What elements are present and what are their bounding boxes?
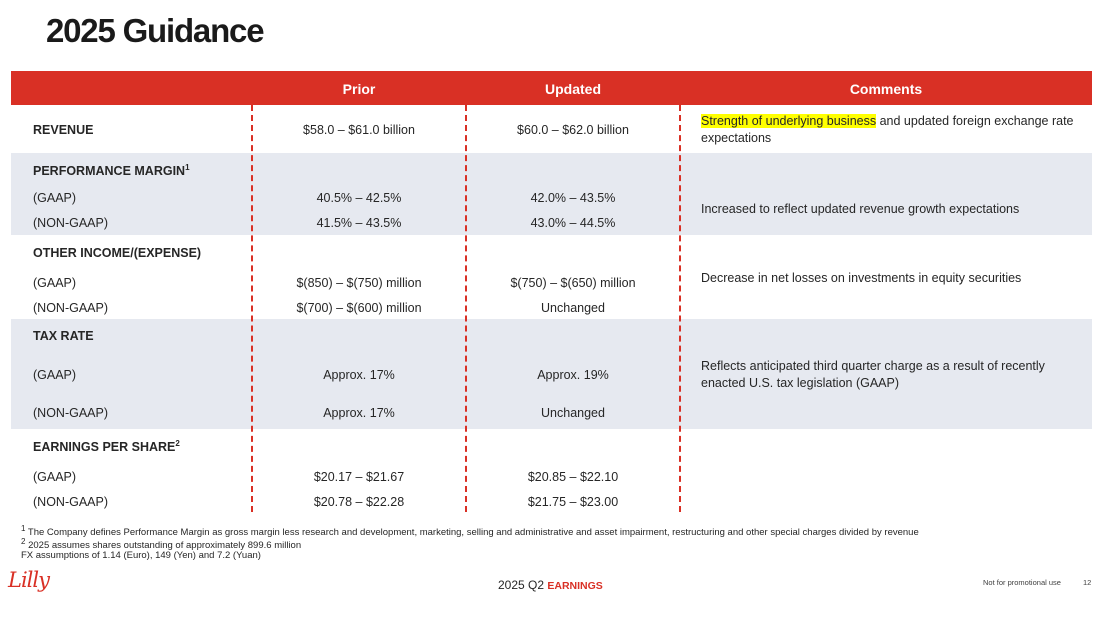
row-label: PERFORMANCE MARGIN1 bbox=[33, 163, 190, 179]
updated-value: 42.0% – 43.5% bbox=[530, 191, 616, 205]
gaap-label: (GAAP) bbox=[33, 276, 77, 290]
comment: Reflects anticipated third quarter charg… bbox=[701, 359, 1045, 390]
prior-value: $58.0 – $61.0 billion bbox=[303, 123, 415, 137]
guidance-table: Prior Updated Comments REVENUE $58.0 – $… bbox=[11, 71, 1092, 512]
row-tax-rate: TAX RATE (GAAP) Approx. 17% Approx. 19% … bbox=[11, 319, 1092, 429]
updated-value: 43.0% – 44.5% bbox=[530, 216, 616, 230]
disclaimer: Not for promotional use bbox=[983, 578, 1061, 587]
header-updated: Updated bbox=[545, 81, 601, 97]
prior-value: $20.78 – $22.28 bbox=[313, 495, 405, 509]
gaap-label: (GAAP) bbox=[33, 191, 77, 205]
gaap-label: (GAAP) bbox=[33, 368, 77, 382]
prior-value: 41.5% – 43.5% bbox=[316, 216, 402, 230]
updated-value: Unchanged bbox=[541, 406, 605, 420]
row-label: REVENUE bbox=[33, 123, 94, 137]
fx-note: FX assumptions of 1.14 (Euro), 149 (Yen)… bbox=[21, 550, 261, 561]
footnote-2: 2 2025 assumes shares outstanding of app… bbox=[21, 537, 302, 552]
column-divider bbox=[679, 105, 681, 512]
prior-value: Approx. 17% bbox=[323, 368, 395, 382]
updated-value: $60.0 – $62.0 billion bbox=[517, 123, 629, 137]
updated-value: $21.75 – $23.00 bbox=[527, 495, 619, 509]
row-label: TAX RATE bbox=[33, 329, 94, 343]
nongaap-label: (NON-GAAP) bbox=[33, 406, 108, 420]
updated-value: Approx. 19% bbox=[537, 368, 609, 382]
prior-value: $(850) – $(750) million bbox=[296, 276, 422, 290]
footer-brand: 2025 Q2 EARNINGS bbox=[498, 578, 603, 592]
row-label: EARNINGS PER SHARE2 bbox=[33, 439, 180, 455]
updated-value: $(750) – $(650) million bbox=[510, 276, 636, 290]
comment: Decrease in net losses on investments in… bbox=[701, 271, 1022, 285]
header-prior: Prior bbox=[342, 81, 376, 97]
prior-value: $(700) – $(600) million bbox=[296, 301, 422, 315]
row-performance-margin: PERFORMANCE MARGIN1 (GAAP) 40.5% – 42.5%… bbox=[11, 153, 1092, 235]
comment: Strength of underlying business and upda… bbox=[701, 114, 1074, 145]
gaap-label: (GAAP) bbox=[33, 470, 77, 484]
nongaap-label: (NON-GAAP) bbox=[33, 495, 108, 509]
nongaap-label: (NON-GAAP) bbox=[33, 216, 108, 230]
nongaap-label: (NON-GAAP) bbox=[33, 301, 108, 315]
prior-value: 40.5% – 42.5% bbox=[316, 191, 402, 205]
column-divider bbox=[251, 105, 253, 512]
row-revenue: REVENUE $58.0 – $61.0 billion $60.0 – $6… bbox=[11, 105, 1092, 153]
row-eps: EARNINGS PER SHARE2 (GAAP) $20.17 – $21.… bbox=[11, 429, 1092, 512]
row-label: OTHER INCOME/(EXPENSE) bbox=[33, 246, 202, 260]
prior-value: $20.17 – $21.67 bbox=[313, 470, 405, 484]
header-comments: Comments bbox=[849, 81, 923, 97]
updated-value: $20.85 – $22.10 bbox=[527, 470, 619, 484]
updated-value: Unchanged bbox=[541, 301, 605, 315]
row-other-income: OTHER INCOME/(EXPENSE) (GAAP) $(850) – $… bbox=[11, 235, 1092, 319]
page-title: 2025 Guidance bbox=[46, 12, 265, 49]
footnote-1: 1 The Company defines Performance Margin… bbox=[21, 524, 919, 539]
highlighted-text: Strength of underlying business bbox=[701, 114, 877, 128]
comment: Increased to reflect updated revenue gro… bbox=[701, 202, 1020, 216]
prior-value: Approx. 17% bbox=[323, 406, 395, 420]
table-header: Prior Updated Comments bbox=[11, 71, 1092, 105]
column-divider bbox=[465, 105, 467, 512]
page-number: 12 bbox=[1083, 578, 1092, 587]
lilly-logo: Lilly bbox=[8, 568, 50, 592]
